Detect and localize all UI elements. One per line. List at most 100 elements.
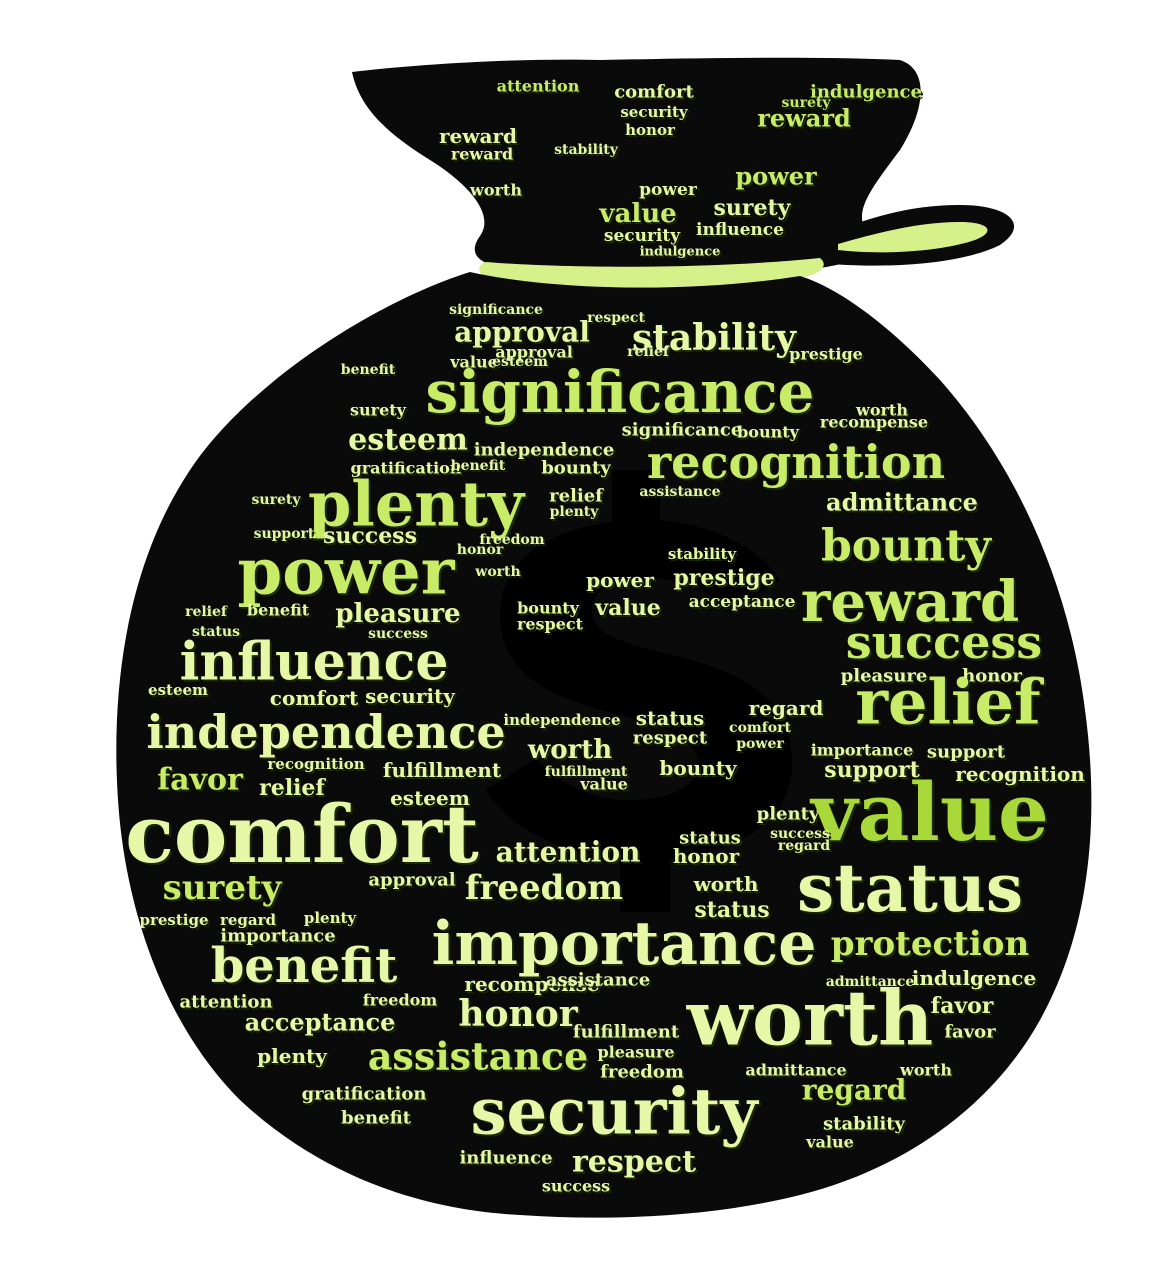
cloud-word: power <box>639 180 698 200</box>
cloud-word: surety <box>350 401 407 420</box>
word-shadow: plenty <box>306 911 360 929</box>
word-shadow: stability <box>556 144 621 160</box>
word-shadow: security <box>622 105 691 123</box>
cloud-word: indulgence <box>912 966 1036 990</box>
cloud-word: plenty <box>257 1044 328 1068</box>
cloud-word: reward <box>451 145 513 164</box>
cloud-word: power <box>735 162 817 191</box>
word-shadow: fulfillment <box>385 760 504 784</box>
cloud-word: surety <box>252 492 302 508</box>
cloud-word: influence <box>180 632 449 693</box>
word-shadow: status <box>681 830 743 851</box>
word-shadow: worth <box>476 566 522 582</box>
cloud-word: comfort <box>270 686 359 710</box>
word-shadow: success <box>370 628 430 644</box>
cloud-word: esteem <box>492 354 548 370</box>
word-shadow: benefit <box>453 460 508 476</box>
word-shadow: recognition <box>957 764 1087 788</box>
word-shadow: significance <box>624 422 745 443</box>
cloud-word: status <box>679 828 741 849</box>
word-shadow: security <box>606 228 683 248</box>
word-shadow: status <box>194 626 242 642</box>
cloud-word: fulfillment <box>573 1022 680 1043</box>
cloud-word: relief <box>549 486 604 507</box>
money-bag-shape <box>116 57 1092 1218</box>
word-shadow: worth <box>857 403 910 422</box>
cloud-word: power <box>586 568 654 592</box>
word-shadow: plenty <box>259 1046 330 1070</box>
cloud-word: support <box>927 742 1006 763</box>
word-shadow: significance <box>428 360 817 428</box>
word-shadow: bounty <box>739 425 802 444</box>
word-shadow: reward <box>441 126 519 150</box>
word-shadow: relief <box>551 488 606 509</box>
cloud-word: value <box>805 1133 854 1152</box>
word-shadow: acceptance <box>691 594 798 614</box>
word-shadow: stability <box>634 319 799 361</box>
cloud-word: surety <box>714 195 792 221</box>
cloud-word: success <box>323 523 417 549</box>
cloud-word: benefit <box>247 601 310 620</box>
word-shadow: indulgence <box>642 247 723 262</box>
word-shadow: honor <box>627 123 678 141</box>
bag-tie-loop-inner <box>838 222 988 253</box>
cloud-word: bounty <box>517 599 580 618</box>
word-shadow: assistance <box>641 486 722 502</box>
word-shadow: prestige <box>675 567 776 593</box>
word-shadow: benefit <box>343 364 398 380</box>
cloud-word: pleasure <box>335 599 460 629</box>
cloud-word: benefit <box>451 458 506 474</box>
cloud-word: honor <box>457 542 504 558</box>
word-shadow: gratification <box>353 461 464 480</box>
word-shadow: attention <box>499 79 582 98</box>
word-shadow: importance <box>434 911 819 981</box>
cloud-word: freedom <box>600 1062 684 1083</box>
cloud-word: indulgence <box>810 82 922 103</box>
cloud-word: stability <box>554 142 619 158</box>
word-shadow: power <box>588 570 656 594</box>
cloud-word: esteem <box>390 786 470 810</box>
word-shadow: esteem <box>392 788 472 812</box>
cloud-word: admittance <box>745 1061 846 1080</box>
cloud-word: assistance <box>546 970 650 991</box>
cloud-word: honor <box>673 844 740 868</box>
cloud-word: stability <box>632 317 797 359</box>
word-shadow: fulfillment <box>547 766 630 782</box>
word-shadow: esteem <box>494 356 550 372</box>
cloud-word: assistance <box>639 484 720 500</box>
cloud-word: security <box>470 1075 759 1150</box>
word-shadow: worth <box>901 1063 954 1082</box>
bag-top-flap <box>352 57 921 274</box>
word-shadow: comfort <box>272 688 361 712</box>
word-shadow: acceptance <box>247 1010 398 1039</box>
cloud-word: pleasure <box>597 1043 674 1062</box>
word-shadow: success <box>544 1179 612 1198</box>
word-shadow: success <box>325 525 419 551</box>
cloud-word: comfort <box>729 720 791 736</box>
cloud-word: success <box>846 615 1042 669</box>
dollar-sign-void <box>486 470 793 912</box>
cloud-word: importance <box>811 741 914 760</box>
cloud-word: power <box>238 535 456 610</box>
word-shadow: bounty <box>519 601 582 620</box>
word-shadow: indulgence <box>812 84 924 105</box>
cloud-word: honor <box>458 993 578 1035</box>
cloud-word: plenty <box>304 909 358 927</box>
cloud-word: relief <box>855 666 1044 739</box>
cloud-word: status <box>192 624 240 640</box>
word-shadow: attention <box>498 838 643 871</box>
word-shadow: attention <box>181 994 274 1015</box>
cloud-word: gratification <box>351 459 462 478</box>
cloud-word: favor <box>931 993 994 1019</box>
word-shadow: freedom <box>602 1064 686 1085</box>
word-shadow: surety <box>165 870 285 910</box>
word-shadow: esteem <box>350 425 470 460</box>
word-shadow: importance <box>813 743 916 762</box>
word-shadow: status <box>696 899 771 925</box>
cloud-word: indulgence <box>640 245 721 260</box>
word-shadow: security <box>472 1077 761 1152</box>
word-shadow: favor <box>933 995 996 1021</box>
word-shadow: worth <box>695 874 761 898</box>
word-shadow: approval <box>370 872 457 893</box>
